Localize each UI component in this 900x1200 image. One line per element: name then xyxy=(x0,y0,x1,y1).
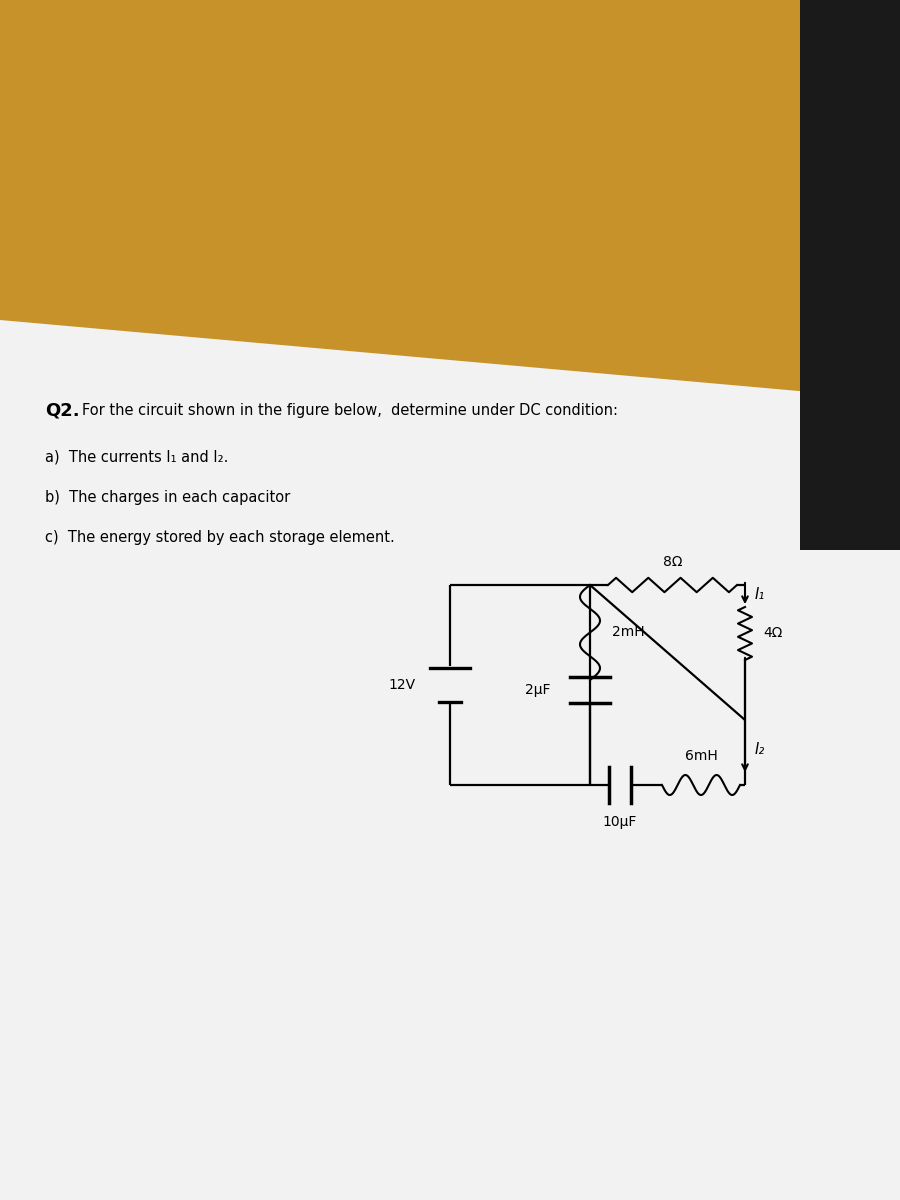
Text: a)  The currents I₁ and I₂.: a) The currents I₁ and I₂. xyxy=(45,450,229,464)
Text: 12V: 12V xyxy=(389,678,416,692)
Polygon shape xyxy=(0,320,900,1200)
Text: 6mH: 6mH xyxy=(685,749,717,763)
Text: c)  The energy stored by each storage element.: c) The energy stored by each storage ele… xyxy=(45,530,395,545)
Text: I₂: I₂ xyxy=(755,743,765,757)
Text: 10μF: 10μF xyxy=(603,815,637,829)
Text: b)  The charges in each capacitor: b) The charges in each capacitor xyxy=(45,490,290,505)
Text: Q2.: Q2. xyxy=(45,401,79,419)
FancyBboxPatch shape xyxy=(800,0,900,550)
Text: I₁: I₁ xyxy=(755,588,765,602)
Text: 4Ω: 4Ω xyxy=(763,626,782,641)
Text: 2μF: 2μF xyxy=(526,683,551,697)
Text: For the circuit shown in the figure below,  determine under DC condition:: For the circuit shown in the figure belo… xyxy=(82,403,618,418)
Text: 8Ω: 8Ω xyxy=(662,554,682,569)
Polygon shape xyxy=(0,0,900,500)
Text: 2mH: 2mH xyxy=(612,625,644,640)
